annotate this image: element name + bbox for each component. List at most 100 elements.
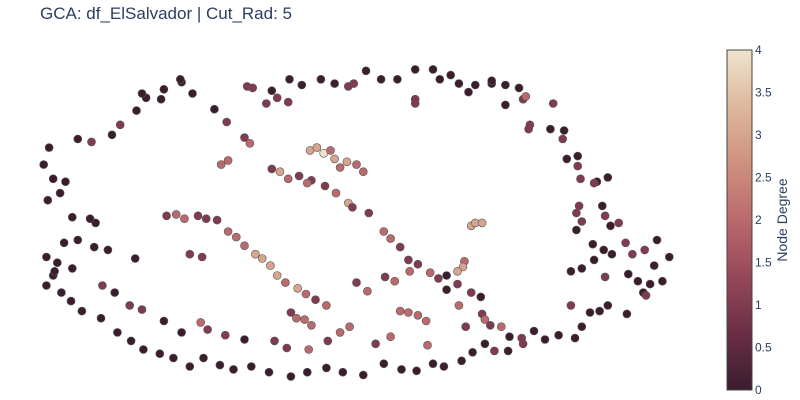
scatter-point[interactable] xyxy=(171,210,181,219)
scatter-point[interactable] xyxy=(222,117,231,127)
scatter-point[interactable] xyxy=(215,360,225,370)
scatter-point[interactable] xyxy=(221,330,230,340)
scatter-point[interactable] xyxy=(589,178,599,188)
scatter-point[interactable] xyxy=(57,288,66,297)
scatter-point[interactable] xyxy=(540,335,550,344)
scatter-point[interactable] xyxy=(633,276,643,286)
scatter-point[interactable] xyxy=(130,254,140,263)
scatter-point[interactable] xyxy=(425,268,435,278)
scatter-point[interactable] xyxy=(585,308,595,317)
scatter-point[interactable] xyxy=(606,221,615,231)
scatter-point[interactable] xyxy=(529,326,539,336)
scatter-point[interactable] xyxy=(85,214,95,223)
scatter-point[interactable] xyxy=(48,174,58,184)
scatter-point[interactable] xyxy=(577,217,587,226)
scatter-point[interactable] xyxy=(322,301,331,310)
scatter-point[interactable] xyxy=(107,130,117,140)
scatter-point[interactable] xyxy=(570,333,580,343)
scatter-point[interactable] xyxy=(466,288,476,297)
scatter-point[interactable] xyxy=(137,305,147,314)
scatter-point[interactable] xyxy=(73,235,83,245)
scatter-point[interactable] xyxy=(199,353,208,363)
scatter-point[interactable] xyxy=(197,252,207,262)
scatter-point[interactable] xyxy=(371,339,380,349)
scatter-point[interactable] xyxy=(603,301,613,310)
scatter-point[interactable] xyxy=(439,362,449,371)
scatter-point[interactable] xyxy=(470,80,480,90)
scatter-point[interactable] xyxy=(326,146,335,155)
scatter-point[interactable] xyxy=(628,249,637,259)
scatter-point[interactable] xyxy=(379,359,389,369)
scatter-point[interactable] xyxy=(476,292,486,302)
scatter-point[interactable] xyxy=(390,276,400,286)
scatter-point[interactable] xyxy=(159,85,169,94)
scatter-point[interactable] xyxy=(156,94,166,104)
scatter-point[interactable] xyxy=(232,232,241,242)
scatter-point[interactable] xyxy=(461,322,471,332)
scatter-point[interactable] xyxy=(180,214,189,223)
scatter-point[interactable] xyxy=(247,362,256,371)
scatter-point[interactable] xyxy=(607,249,617,259)
scatter-point[interactable] xyxy=(294,171,304,181)
scatter-point[interactable] xyxy=(457,356,466,366)
scatter-point[interactable] xyxy=(251,249,260,259)
scatter-point[interactable] xyxy=(307,320,316,330)
scatter-point[interactable] xyxy=(169,353,178,363)
scatter-point[interactable] xyxy=(286,308,296,317)
scatter-point[interactable] xyxy=(621,238,630,248)
scatter-point[interactable] xyxy=(577,322,587,332)
scatter-point[interactable] xyxy=(312,143,322,152)
scatter-point[interactable] xyxy=(446,70,456,80)
scatter-point[interactable] xyxy=(442,271,451,280)
scatter-point[interactable] xyxy=(223,156,233,165)
scatter-point[interactable] xyxy=(480,339,490,349)
scatter-point[interactable] xyxy=(572,208,581,218)
scatter-point[interactable] xyxy=(386,234,395,243)
scatter-point[interactable] xyxy=(558,134,568,144)
scatter-point[interactable] xyxy=(89,242,99,252)
scatter-point[interactable] xyxy=(311,295,320,305)
scatter-point[interactable] xyxy=(44,143,54,152)
scatter-point[interactable] xyxy=(641,291,651,300)
scatter-point[interactable] xyxy=(115,120,125,130)
scatter-point[interactable] xyxy=(155,349,165,359)
scatter-point[interactable] xyxy=(42,252,51,262)
scatter-point[interactable] xyxy=(316,75,326,84)
scatter-point[interactable] xyxy=(404,308,413,317)
scatter-point[interactable] xyxy=(257,254,267,263)
scatter-point[interactable] xyxy=(349,79,359,88)
scatter-point[interactable] xyxy=(87,137,96,147)
scatter-point[interactable] xyxy=(103,245,113,255)
scatter-point[interactable] xyxy=(485,320,495,330)
scatter-point[interactable] xyxy=(212,215,222,225)
scatter-point[interactable] xyxy=(554,330,563,340)
scatter-point[interactable] xyxy=(185,249,195,259)
scatter-point[interactable] xyxy=(68,264,77,273)
scatter-point[interactable] xyxy=(477,218,487,228)
scatter-point[interactable] xyxy=(595,306,604,316)
scatter-point[interactable] xyxy=(577,264,587,273)
scatter-point[interactable] xyxy=(434,274,443,283)
scatter-point[interactable] xyxy=(490,346,499,356)
scatter-point[interactable] xyxy=(454,79,464,88)
scatter-point[interactable] xyxy=(589,255,599,265)
scatter-point[interactable] xyxy=(52,258,62,268)
scatter-point[interactable] xyxy=(42,281,51,290)
scatter-point[interactable] xyxy=(297,80,307,90)
scatter-point[interactable] xyxy=(50,266,59,276)
scatter-point[interactable] xyxy=(524,124,533,134)
scatter-point[interactable] xyxy=(203,325,212,334)
scatter-point[interactable] xyxy=(110,288,119,297)
scatter-point[interactable] xyxy=(622,309,632,319)
scatter-point[interactable] xyxy=(248,83,257,93)
scatter-point[interactable] xyxy=(623,269,633,279)
scatter-point[interactable] xyxy=(421,316,431,326)
scatter-point[interactable] xyxy=(39,160,49,169)
scatter-point[interactable] xyxy=(664,252,674,262)
scatter-point[interactable] xyxy=(364,208,374,218)
scatter-point[interactable] xyxy=(597,201,607,211)
scatter-point[interactable] xyxy=(345,322,354,332)
scatter-point[interactable] xyxy=(435,75,445,84)
scatter-point[interactable] xyxy=(397,365,406,374)
scatter-point[interactable] xyxy=(282,343,292,353)
